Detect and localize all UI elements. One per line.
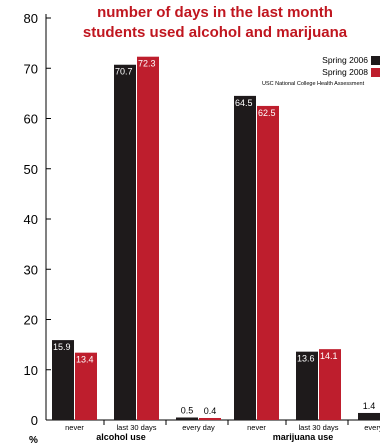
bar-alcohol-use-last-30-days-spring_2006 <box>114 64 136 421</box>
y-tick-label: 40 <box>24 212 38 227</box>
y-axis-unit: % <box>29 435 38 446</box>
bar-alcohol-use-every-day-spring_2008 <box>199 417 221 420</box>
y-tick-label: 60 <box>24 112 38 127</box>
data-label: 62.5 <box>258 108 276 118</box>
data-label: 14.1 <box>320 351 338 361</box>
x-category-label: never <box>247 423 266 432</box>
data-label: 0.5 <box>181 405 194 415</box>
x-category-label: last 30 days <box>298 423 338 432</box>
y-tick-label: 20 <box>24 313 38 328</box>
x-axis-labels: never last 30 days every day alcohol use nev… <box>65 420 380 442</box>
bar-marijuana-use-every-day-spring_2006 <box>358 412 380 420</box>
bar-marijuana-use-never-spring_2008 <box>257 105 279 420</box>
x-category-label: every day <box>364 423 380 432</box>
chart-title-line-2: students used alcohol and marijuana <box>83 24 348 41</box>
bar-marijuana-use-last-30-days-spring_2008 <box>319 349 341 420</box>
y-tick-label: 80 <box>24 11 38 26</box>
data-label: 13.6 <box>297 354 315 364</box>
x-category-label: last 30 days <box>116 423 156 432</box>
y-tick-label: 0 <box>31 413 38 428</box>
chart-title-line-1: number of days in the last month <box>97 4 333 21</box>
data-label: 15.9 <box>53 342 71 352</box>
legend-label: Spring 2008 <box>322 67 368 77</box>
legend-label: Spring 2006 <box>322 55 368 65</box>
x-category-label: never <box>65 423 84 432</box>
group-label: alcohol use <box>96 432 146 442</box>
group-label: marijuana use <box>273 432 334 442</box>
data-label: 0.4 <box>204 406 217 416</box>
y-tick-label: 30 <box>24 262 38 277</box>
data-label: 70.7 <box>115 67 133 77</box>
bar-alcohol-use-never-spring_2008 <box>75 352 97 420</box>
bar-marijuana-use-never-spring_2006 <box>234 95 256 420</box>
bar-marijuana-use-last-30-days-spring_2006 <box>296 351 318 420</box>
bars: 15.9 13.4 70.7 72.3 0.5 0.4 64.5 62.5 13.6 14.1 1.… <box>52 56 380 421</box>
data-label: 64.5 <box>235 98 253 108</box>
bar-alcohol-use-last-30-days-spring_2008 <box>137 56 159 420</box>
y-tick-label: 50 <box>24 162 38 177</box>
legend: Spring 2006 Spring 2008 <box>322 55 380 77</box>
data-label: 72.3 <box>138 59 156 69</box>
data-label: 1.4 <box>363 401 376 411</box>
legend-swatch <box>371 68 380 77</box>
source-note: USC National College Health Assessment <box>262 81 365 87</box>
data-label: 13.4 <box>76 355 94 365</box>
y-tick-label: 70 <box>24 61 38 76</box>
bar-alcohol-use-never-spring_2006 <box>52 340 74 420</box>
x-category-label: every day <box>182 423 215 432</box>
legend-swatch <box>371 56 380 65</box>
y-tick-label: 10 <box>24 363 38 378</box>
bar-alcohol-use-every-day-spring_2006 <box>176 417 198 420</box>
